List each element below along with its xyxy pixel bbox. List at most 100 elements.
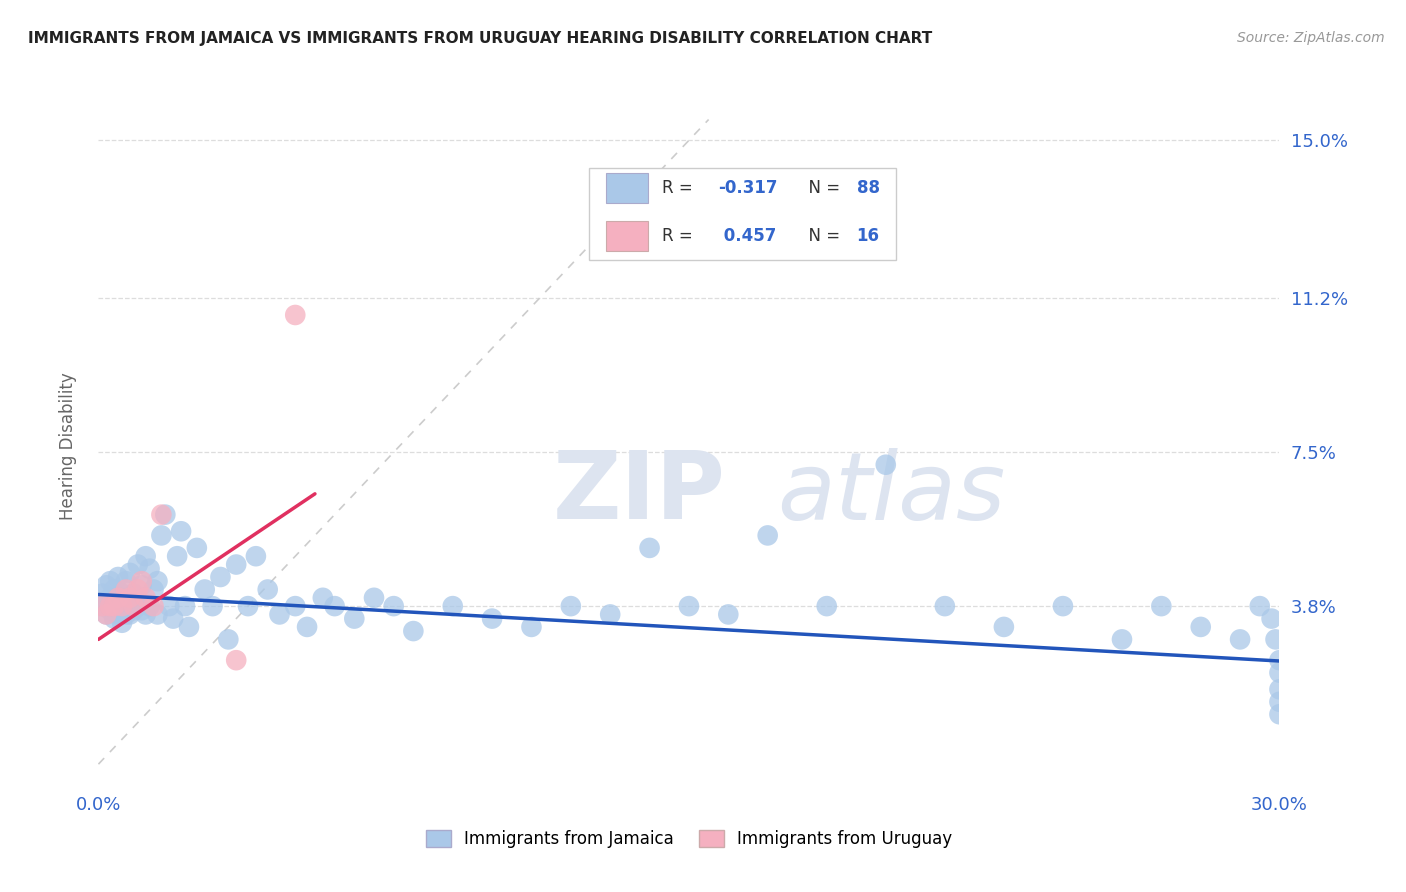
Point bbox=[993, 620, 1015, 634]
Point bbox=[1268, 695, 1291, 709]
Point bbox=[107, 570, 129, 584]
Point bbox=[875, 458, 897, 472]
Point bbox=[269, 607, 291, 622]
Point bbox=[135, 549, 157, 564]
Point bbox=[1111, 632, 1133, 647]
Point bbox=[111, 599, 134, 614]
Point bbox=[135, 591, 157, 605]
Point bbox=[111, 599, 134, 614]
Point bbox=[115, 582, 138, 597]
Point bbox=[295, 620, 318, 634]
Point bbox=[162, 611, 184, 625]
Point bbox=[177, 620, 200, 634]
Point bbox=[157, 599, 180, 614]
Point bbox=[131, 603, 153, 617]
Point bbox=[245, 549, 267, 564]
Text: 0.457: 0.457 bbox=[718, 227, 778, 245]
Point bbox=[166, 549, 188, 564]
Point bbox=[96, 578, 118, 592]
Point bbox=[1264, 632, 1286, 647]
Text: ZIP: ZIP bbox=[553, 448, 725, 540]
Point bbox=[678, 599, 700, 614]
Point bbox=[127, 599, 149, 614]
Point bbox=[91, 599, 114, 614]
Point bbox=[1229, 632, 1251, 647]
Point bbox=[256, 582, 278, 597]
Point bbox=[934, 599, 956, 614]
Point bbox=[284, 308, 307, 322]
Point bbox=[1268, 653, 1291, 667]
Point bbox=[118, 566, 141, 580]
Point bbox=[402, 624, 425, 638]
Point bbox=[131, 574, 153, 589]
Point bbox=[122, 603, 145, 617]
Point bbox=[111, 587, 134, 601]
Point bbox=[1268, 665, 1291, 680]
Point bbox=[382, 599, 405, 614]
Point bbox=[560, 599, 582, 614]
Point bbox=[142, 582, 165, 597]
Point bbox=[174, 599, 197, 614]
Point bbox=[201, 599, 224, 614]
Legend: Immigrants from Jamaica, Immigrants from Uruguay: Immigrants from Jamaica, Immigrants from… bbox=[419, 823, 959, 855]
Point bbox=[127, 558, 149, 572]
Point bbox=[756, 528, 779, 542]
Point bbox=[284, 599, 307, 614]
Point bbox=[343, 611, 366, 625]
Point bbox=[115, 607, 138, 622]
Point bbox=[1268, 682, 1291, 697]
Text: 88: 88 bbox=[856, 179, 880, 197]
Point bbox=[363, 591, 385, 605]
Point bbox=[155, 508, 177, 522]
Point bbox=[142, 599, 165, 614]
Point bbox=[1189, 620, 1212, 634]
Point bbox=[209, 570, 232, 584]
Point bbox=[96, 595, 118, 609]
Point bbox=[103, 582, 125, 597]
Point bbox=[225, 653, 247, 667]
Point bbox=[1249, 599, 1271, 614]
Point bbox=[717, 607, 740, 622]
Point bbox=[815, 599, 838, 614]
Point bbox=[1150, 599, 1173, 614]
Point bbox=[225, 558, 247, 572]
Point bbox=[186, 541, 208, 555]
Point bbox=[107, 607, 129, 622]
Text: Source: ZipAtlas.com: Source: ZipAtlas.com bbox=[1237, 31, 1385, 45]
Point bbox=[236, 599, 259, 614]
Point bbox=[170, 524, 193, 539]
FancyBboxPatch shape bbox=[589, 168, 896, 260]
Point bbox=[118, 595, 141, 609]
Point bbox=[217, 632, 239, 647]
Text: -0.317: -0.317 bbox=[718, 179, 778, 197]
Point bbox=[1052, 599, 1074, 614]
Point bbox=[103, 599, 125, 614]
Point bbox=[118, 591, 141, 605]
Text: IMMIGRANTS FROM JAMAICA VS IMMIGRANTS FROM URUGUAY HEARING DISABILITY CORRELATIO: IMMIGRANTS FROM JAMAICA VS IMMIGRANTS FR… bbox=[28, 31, 932, 46]
Point bbox=[122, 599, 145, 614]
Point bbox=[150, 508, 173, 522]
Point bbox=[127, 582, 149, 597]
Text: atlas: atlas bbox=[778, 448, 1005, 539]
Point bbox=[96, 607, 118, 622]
Point bbox=[115, 574, 138, 589]
Point bbox=[312, 591, 335, 605]
Point bbox=[146, 574, 169, 589]
FancyBboxPatch shape bbox=[606, 221, 648, 252]
Text: 16: 16 bbox=[856, 227, 880, 245]
Point bbox=[481, 611, 503, 625]
Point bbox=[323, 599, 346, 614]
Point bbox=[122, 587, 145, 601]
Point bbox=[138, 562, 160, 576]
Point bbox=[441, 599, 464, 614]
Point bbox=[111, 615, 134, 630]
Point bbox=[98, 591, 121, 605]
Point bbox=[131, 578, 153, 592]
Point bbox=[599, 607, 621, 622]
Point bbox=[1268, 707, 1291, 722]
Point bbox=[98, 599, 121, 614]
Text: N =: N = bbox=[797, 227, 845, 245]
Text: R =: R = bbox=[662, 227, 697, 245]
Point bbox=[91, 599, 114, 614]
Point bbox=[98, 574, 121, 589]
